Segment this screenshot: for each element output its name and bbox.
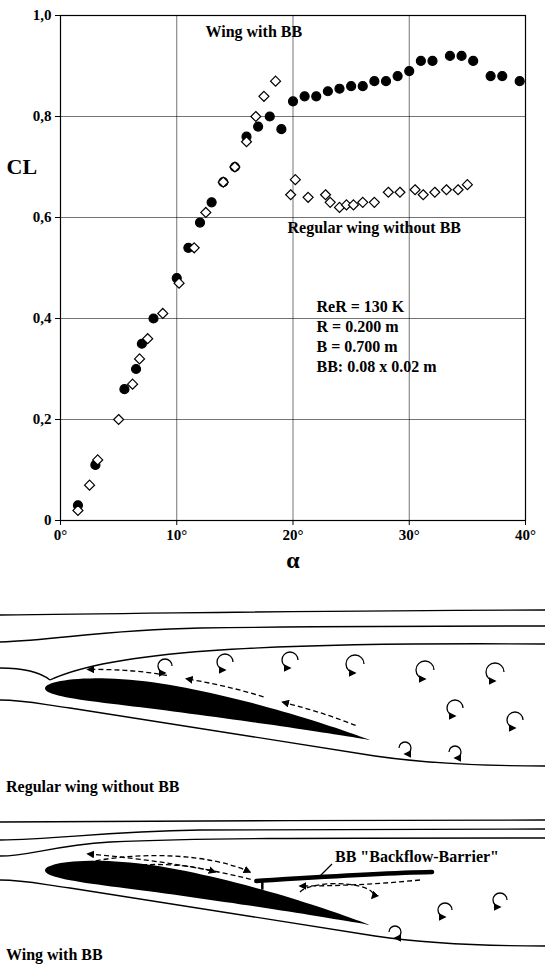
svg-text:CL: CL bbox=[7, 154, 38, 179]
svg-text:Wing with BB: Wing with BB bbox=[206, 23, 303, 41]
svg-text:R = 0.200 m: R = 0.200 m bbox=[317, 318, 400, 335]
svg-text:40°: 40° bbox=[515, 527, 536, 543]
svg-text:B = 0.700 m: B = 0.700 m bbox=[317, 338, 399, 355]
svg-text:0,6: 0,6 bbox=[33, 209, 52, 225]
svg-text:30°: 30° bbox=[399, 527, 420, 543]
svg-text:0,2: 0,2 bbox=[33, 411, 52, 427]
svg-text:α: α bbox=[286, 547, 300, 573]
svg-text:0,8: 0,8 bbox=[33, 108, 52, 124]
svg-text:0,4: 0,4 bbox=[33, 310, 52, 326]
svg-text:BB "Backflow-Barrier": BB "Backflow-Barrier" bbox=[335, 848, 499, 865]
svg-text:Wing with BB: Wing with BB bbox=[6, 946, 103, 964]
svg-text:0: 0 bbox=[44, 512, 52, 528]
svg-text:20°: 20° bbox=[283, 527, 304, 543]
svg-text:10°: 10° bbox=[166, 527, 187, 543]
svg-text:Regular wing without BB: Regular wing without BB bbox=[288, 219, 462, 237]
svg-text:BB: 0.08 x 0.02 m: BB: 0.08 x 0.02 m bbox=[317, 358, 438, 375]
svg-text:0°: 0° bbox=[54, 527, 68, 543]
svg-text:1,0: 1,0 bbox=[33, 7, 52, 23]
svg-text:Regular wing without BB: Regular wing without BB bbox=[6, 778, 180, 796]
svg-text:ReR = 130 K: ReR = 130 K bbox=[317, 298, 405, 315]
